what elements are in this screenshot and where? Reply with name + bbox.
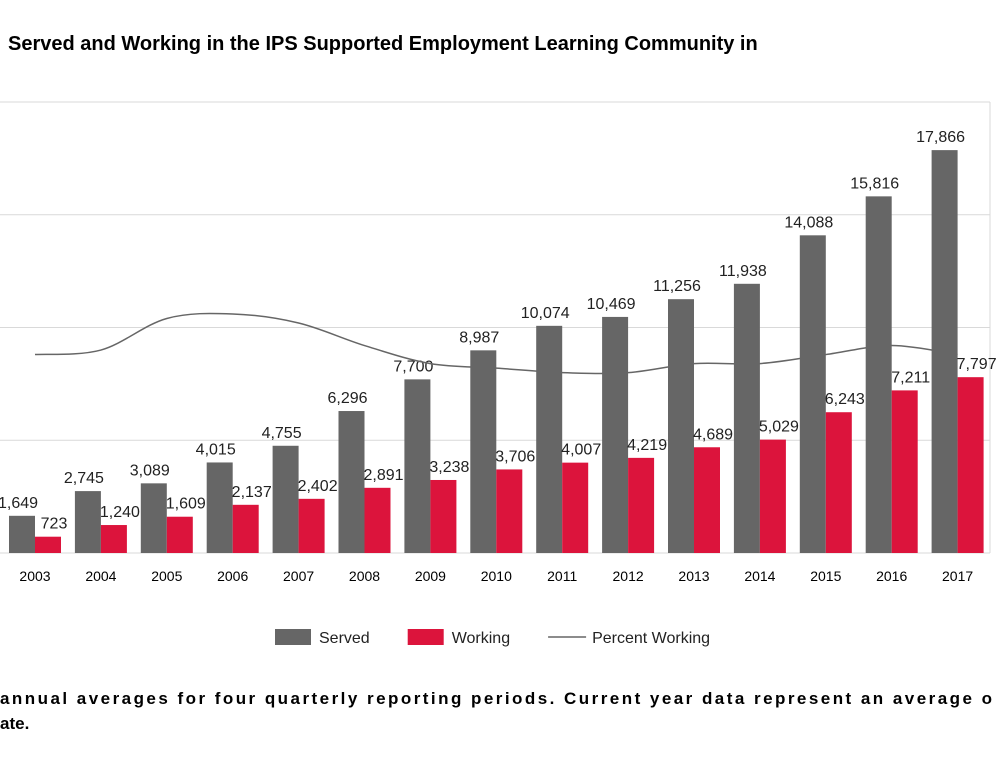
value-label: 7,700 <box>393 358 433 375</box>
value-label: 4,219 <box>627 437 667 454</box>
legend-label: Working <box>452 630 510 647</box>
bar <box>9 515 35 553</box>
value-label: 17,866 <box>916 129 965 146</box>
bar <box>470 350 497 553</box>
x-tick-label: 2010 <box>481 568 512 584</box>
bar <box>272 445 299 553</box>
value-label: 723 <box>41 516 68 533</box>
value-label: 14,088 <box>784 214 833 231</box>
value-label: 2,137 <box>232 484 272 501</box>
line <box>34 312 958 375</box>
bar <box>496 469 523 553</box>
x-tick-label: 2011 <box>547 568 577 584</box>
value-label: 4,015 <box>196 441 236 458</box>
bar <box>536 325 563 553</box>
bar <box>825 412 852 553</box>
value-label: 1,609 <box>166 496 206 513</box>
bar <box>865 196 892 554</box>
value-label: 5,029 <box>759 419 799 436</box>
bar <box>759 439 786 553</box>
value-label: 4,007 <box>561 442 601 459</box>
value-label: 15,816 <box>850 175 899 192</box>
x-tick-label: 2004 <box>85 568 116 584</box>
bar <box>628 457 655 553</box>
value-label: 6,243 <box>825 391 865 408</box>
value-label: 11,256 <box>653 278 701 295</box>
bar <box>404 379 431 553</box>
bar <box>668 299 694 553</box>
x-tick-label: 2005 <box>151 568 182 584</box>
bar <box>166 516 193 553</box>
value-label: 3,706 <box>495 448 535 465</box>
value-label: 1,240 <box>100 504 140 521</box>
value-label: 6,296 <box>327 390 367 407</box>
bar <box>100 525 127 553</box>
bar <box>957 377 984 553</box>
value-label: 3,238 <box>429 459 469 476</box>
legend-label: Served <box>319 630 370 647</box>
bar <box>232 504 259 553</box>
value-label: 2,745 <box>64 470 104 487</box>
bar <box>206 462 233 553</box>
x-tick-label: 2007 <box>283 568 314 584</box>
value-label: 2,891 <box>363 467 403 484</box>
value-label: 8,987 <box>459 329 499 346</box>
bar <box>364 487 391 553</box>
legend-label: Percent Working <box>592 630 710 647</box>
x-tick-label: 2013 <box>678 568 709 584</box>
value-label: 2,402 <box>298 478 338 495</box>
x-tick-label: 2017 <box>942 568 973 584</box>
legend-swatch <box>407 629 444 645</box>
value-label: 3,089 <box>130 462 170 479</box>
bar <box>35 536 61 553</box>
x-tick-label: 2014 <box>744 568 775 584</box>
x-tick-label: 2012 <box>613 568 644 584</box>
value-label: 4,689 <box>693 426 733 443</box>
footnote: ate. <box>0 714 29 733</box>
x-tick-label: 2003 <box>19 568 50 584</box>
bar <box>799 235 826 553</box>
x-tick-label: 2006 <box>217 568 248 584</box>
bar <box>338 411 365 553</box>
legend-swatch <box>275 629 311 645</box>
value-label: 10,074 <box>521 305 570 322</box>
value-label: 7,797 <box>957 356 997 373</box>
bar <box>733 283 760 553</box>
footnote: annual averages for four quarterly repor… <box>0 689 992 708</box>
value-label: 7,211 <box>891 369 930 386</box>
bar <box>562 462 589 553</box>
bar <box>298 498 325 553</box>
bar <box>74 491 101 553</box>
bar <box>602 316 629 553</box>
value-label: 1,649 <box>0 495 38 512</box>
value-label: 10,469 <box>587 296 636 313</box>
x-tick-label: 2015 <box>810 568 841 584</box>
bar <box>430 479 457 553</box>
bar <box>694 447 720 553</box>
x-tick-label: 2016 <box>876 568 907 584</box>
value-label: 4,755 <box>262 425 302 442</box>
bar <box>891 390 918 553</box>
x-tick-label: 2008 <box>349 568 380 584</box>
value-label: 11,938 <box>719 263 767 280</box>
chart-title: Served and Working in the IPS Supported … <box>8 33 758 55</box>
bar <box>140 483 167 553</box>
x-tick-label: 2009 <box>415 568 446 584</box>
